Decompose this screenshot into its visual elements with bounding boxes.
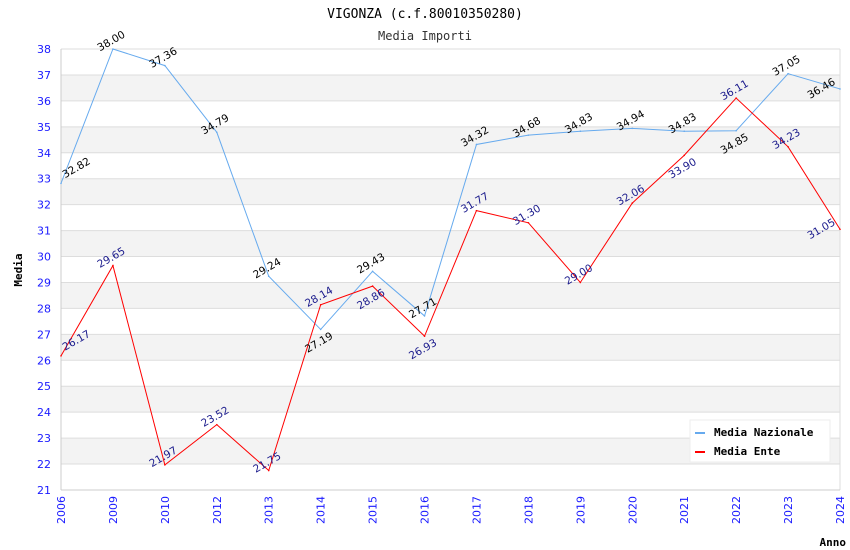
y-tick-label: 37	[37, 69, 51, 82]
grid-band	[61, 178, 840, 205]
y-tick-label: 34	[37, 147, 51, 160]
data-point	[787, 72, 789, 75]
data-label: 33.90	[667, 156, 699, 181]
legend-label: Media Nazionale	[714, 426, 814, 439]
data-point	[216, 131, 218, 134]
grid-band	[61, 386, 840, 413]
data-point	[423, 335, 426, 337]
data-label: 31.30	[511, 202, 543, 227]
chart-subtitle: Media Importi	[378, 29, 472, 43]
y-tick-label: 23	[37, 432, 51, 445]
x-tick-label: 2017	[470, 496, 483, 524]
data-point	[839, 228, 841, 231]
x-tick-label: 2020	[626, 496, 639, 524]
x-tick-label: 2023	[782, 496, 795, 524]
grid-band	[61, 74, 840, 101]
y-tick-label: 32	[37, 199, 51, 212]
x-tick-label: 2016	[419, 496, 432, 524]
data-point	[60, 182, 62, 185]
x-tick-label: 2010	[159, 496, 172, 524]
x-tick-label: 2021	[678, 496, 691, 524]
grid-band	[61, 334, 840, 361]
x-axis-label: Anno	[820, 536, 847, 549]
y-tick-label: 24	[37, 406, 51, 419]
grid-band	[61, 282, 840, 309]
y-tick-label: 26	[37, 354, 51, 367]
y-tick-label: 30	[37, 251, 51, 264]
x-tick-label: 2015	[367, 496, 380, 524]
y-tick-label: 33	[37, 173, 51, 186]
y-tick-label: 22	[37, 458, 51, 471]
data-label: 38.00	[95, 29, 127, 54]
data-point	[60, 355, 62, 357]
data-point	[631, 202, 634, 204]
x-tick-label: 2024	[834, 496, 847, 524]
data-point	[631, 127, 634, 130]
legend: Media Nazionale Media Ente	[689, 419, 831, 463]
data-label: 32.82	[61, 156, 93, 181]
x-tick-label: 2019	[574, 496, 587, 524]
data-point	[735, 129, 737, 132]
data-point	[527, 222, 530, 224]
data-point	[579, 130, 582, 133]
y-tick-label: 38	[37, 43, 51, 56]
series-line-1	[60, 97, 841, 472]
y-tick-label: 27	[37, 328, 51, 341]
data-point	[112, 48, 114, 50]
y-axis-label: Media	[12, 253, 25, 286]
chart-title: VIGONZA (c.f.80010350280)	[327, 7, 523, 22]
y-tick-label: 25	[37, 380, 51, 393]
data-point	[527, 134, 530, 136]
legend-box	[689, 419, 831, 463]
y-tick-label: 31	[37, 225, 51, 238]
x-tick-label: 2013	[263, 496, 276, 524]
data-point	[475, 209, 478, 212]
legend-swatch	[695, 432, 705, 434]
data-point	[164, 464, 166, 466]
x-tick-label: 2018	[522, 496, 535, 524]
data-point	[787, 145, 789, 148]
data-point	[683, 130, 685, 133]
data-label: 29.24	[251, 256, 283, 282]
grid-band	[61, 230, 840, 257]
legend-label: Media Ente	[714, 445, 781, 458]
y-tick-label: 28	[37, 302, 51, 315]
x-tick-label: 2014	[315, 496, 328, 524]
y-tick-label: 35	[37, 121, 51, 134]
y-tick-label: 21	[37, 484, 51, 497]
data-point	[371, 285, 374, 287]
data-point	[216, 423, 218, 426]
data-point	[423, 315, 426, 317]
x-tick-label: 2006	[55, 496, 68, 524]
data-point	[112, 264, 114, 267]
data-point	[579, 281, 582, 284]
data-point	[839, 88, 841, 90]
x-tick-label: 2012	[211, 496, 224, 524]
data-point	[319, 328, 322, 331]
data-point	[475, 143, 478, 146]
x-tick-label: 2022	[730, 496, 743, 524]
data-point	[371, 270, 374, 273]
series-line-0	[60, 48, 841, 331]
x-tick-label: 2009	[107, 496, 120, 524]
data-point	[164, 64, 166, 67]
data-point	[735, 97, 737, 99]
y-tick-label: 36	[37, 95, 51, 108]
data-point	[267, 275, 270, 278]
legend-swatch	[695, 451, 705, 453]
data-point	[267, 469, 270, 472]
y-tick-label: 29	[37, 276, 51, 289]
data-point	[683, 154, 685, 157]
data-point	[319, 303, 322, 306]
